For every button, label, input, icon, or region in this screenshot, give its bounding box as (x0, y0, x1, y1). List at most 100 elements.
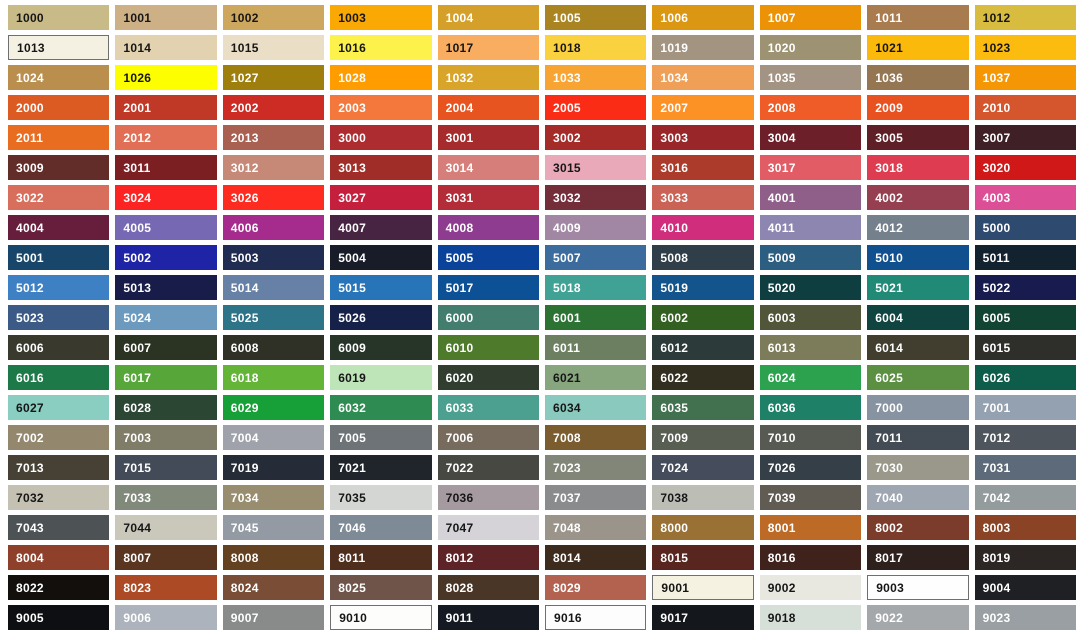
color-swatch-7004[interactable]: 7004 (222, 425, 325, 450)
color-swatch-6005[interactable]: 6005 (974, 305, 1076, 330)
color-swatch-9002[interactable]: 9002 (759, 575, 862, 600)
color-swatch-7033[interactable]: 7033 (115, 485, 217, 510)
color-swatch-7043[interactable]: 7043 (8, 515, 110, 540)
color-swatch-9004[interactable]: 9004 (974, 575, 1076, 600)
color-swatch-1032[interactable]: 1032 (437, 65, 539, 90)
color-swatch-6000[interactable]: 6000 (437, 305, 539, 330)
color-swatch-6019[interactable]: 6019 (330, 365, 432, 390)
color-swatch-7037[interactable]: 7037 (545, 485, 647, 510)
color-swatch-1007[interactable]: 1007 (759, 5, 862, 30)
color-swatch-6021[interactable]: 6021 (545, 365, 647, 390)
color-swatch-1012[interactable]: 1012 (974, 5, 1076, 30)
color-swatch-6013[interactable]: 6013 (759, 335, 862, 360)
color-swatch-7031[interactable]: 7031 (974, 455, 1076, 480)
color-swatch-4003[interactable]: 4003 (974, 185, 1076, 210)
color-swatch-8022[interactable]: 8022 (8, 575, 110, 600)
color-swatch-8028[interactable]: 8028 (437, 575, 539, 600)
color-swatch-5025[interactable]: 5025 (222, 305, 325, 330)
color-swatch-3031[interactable]: 3031 (437, 185, 539, 210)
color-swatch-4007[interactable]: 4007 (330, 215, 432, 240)
color-swatch-1016[interactable]: 1016 (330, 35, 432, 60)
color-swatch-9003[interactable]: 9003 (867, 575, 969, 600)
color-swatch-6017[interactable]: 6017 (115, 365, 217, 390)
color-swatch-2013[interactable]: 2013 (222, 125, 325, 150)
color-swatch-4006[interactable]: 4006 (222, 215, 325, 240)
color-swatch-4009[interactable]: 4009 (545, 215, 647, 240)
color-swatch-5004[interactable]: 5004 (330, 245, 432, 270)
color-swatch-6009[interactable]: 6009 (330, 335, 432, 360)
color-swatch-2000[interactable]: 2000 (8, 95, 110, 120)
color-swatch-8007[interactable]: 8007 (115, 545, 217, 570)
color-swatch-3011[interactable]: 3011 (115, 155, 217, 180)
color-swatch-2003[interactable]: 2003 (330, 95, 432, 120)
color-swatch-3020[interactable]: 3020 (974, 155, 1076, 180)
color-swatch-4010[interactable]: 4010 (652, 215, 754, 240)
color-swatch-1023[interactable]: 1023 (974, 35, 1076, 60)
color-swatch-7046[interactable]: 7046 (330, 515, 432, 540)
color-swatch-3012[interactable]: 3012 (222, 155, 325, 180)
color-swatch-7019[interactable]: 7019 (222, 455, 325, 480)
color-swatch-5009[interactable]: 5009 (759, 245, 862, 270)
color-swatch-5019[interactable]: 5019 (652, 275, 754, 300)
color-swatch-1005[interactable]: 1005 (545, 5, 647, 30)
color-swatch-7038[interactable]: 7038 (652, 485, 754, 510)
color-swatch-3024[interactable]: 3024 (115, 185, 217, 210)
color-swatch-6008[interactable]: 6008 (222, 335, 325, 360)
color-swatch-6004[interactable]: 6004 (867, 305, 969, 330)
color-swatch-7010[interactable]: 7010 (759, 425, 862, 450)
color-swatch-7026[interactable]: 7026 (759, 455, 862, 480)
color-swatch-5012[interactable]: 5012 (8, 275, 110, 300)
color-swatch-8019[interactable]: 8019 (974, 545, 1076, 570)
color-swatch-7015[interactable]: 7015 (115, 455, 217, 480)
color-swatch-4002[interactable]: 4002 (867, 185, 969, 210)
color-swatch-3018[interactable]: 3018 (867, 155, 969, 180)
color-swatch-6025[interactable]: 6025 (867, 365, 969, 390)
color-swatch-4008[interactable]: 4008 (437, 215, 539, 240)
color-swatch-5021[interactable]: 5021 (867, 275, 969, 300)
color-swatch-3009[interactable]: 3009 (8, 155, 110, 180)
color-swatch-6024[interactable]: 6024 (759, 365, 862, 390)
color-swatch-6016[interactable]: 6016 (8, 365, 110, 390)
color-swatch-8000[interactable]: 8000 (652, 515, 754, 540)
color-swatch-6001[interactable]: 6001 (545, 305, 647, 330)
color-swatch-6026[interactable]: 6026 (974, 365, 1076, 390)
color-swatch-7013[interactable]: 7013 (8, 455, 110, 480)
color-swatch-1015[interactable]: 1015 (222, 35, 325, 60)
color-swatch-7040[interactable]: 7040 (867, 485, 969, 510)
color-swatch-3014[interactable]: 3014 (437, 155, 539, 180)
color-swatch-1000[interactable]: 1000 (8, 5, 110, 30)
color-swatch-7034[interactable]: 7034 (222, 485, 325, 510)
color-swatch-1026[interactable]: 1026 (115, 65, 217, 90)
color-swatch-4005[interactable]: 4005 (115, 215, 217, 240)
color-swatch-7035[interactable]: 7035 (330, 485, 432, 510)
color-swatch-2007[interactable]: 2007 (652, 95, 754, 120)
color-swatch-5023[interactable]: 5023 (8, 305, 110, 330)
color-swatch-7022[interactable]: 7022 (437, 455, 539, 480)
color-swatch-7012[interactable]: 7012 (974, 425, 1076, 450)
color-swatch-9006[interactable]: 9006 (115, 605, 217, 630)
color-swatch-7008[interactable]: 7008 (545, 425, 647, 450)
color-swatch-7021[interactable]: 7021 (330, 455, 432, 480)
color-swatch-5000[interactable]: 5000 (974, 215, 1076, 240)
color-swatch-9007[interactable]: 9007 (222, 605, 325, 630)
color-swatch-3027[interactable]: 3027 (330, 185, 432, 210)
color-swatch-6034[interactable]: 6034 (545, 395, 647, 420)
color-swatch-3001[interactable]: 3001 (437, 125, 539, 150)
color-swatch-2010[interactable]: 2010 (974, 95, 1076, 120)
color-swatch-8025[interactable]: 8025 (330, 575, 432, 600)
color-swatch-7048[interactable]: 7048 (545, 515, 647, 540)
color-swatch-8014[interactable]: 8014 (545, 545, 647, 570)
color-swatch-8003[interactable]: 8003 (974, 515, 1076, 540)
color-swatch-9023[interactable]: 9023 (974, 605, 1076, 630)
color-swatch-3016[interactable]: 3016 (652, 155, 754, 180)
color-swatch-1027[interactable]: 1027 (222, 65, 325, 90)
color-swatch-7036[interactable]: 7036 (437, 485, 539, 510)
color-swatch-2012[interactable]: 2012 (115, 125, 217, 150)
color-swatch-6014[interactable]: 6014 (867, 335, 969, 360)
color-swatch-4011[interactable]: 4011 (759, 215, 862, 240)
color-swatch-5026[interactable]: 5026 (330, 305, 432, 330)
color-swatch-5024[interactable]: 5024 (115, 305, 217, 330)
color-swatch-1028[interactable]: 1028 (330, 65, 432, 90)
color-swatch-6036[interactable]: 6036 (759, 395, 862, 420)
color-swatch-3005[interactable]: 3005 (867, 125, 969, 150)
